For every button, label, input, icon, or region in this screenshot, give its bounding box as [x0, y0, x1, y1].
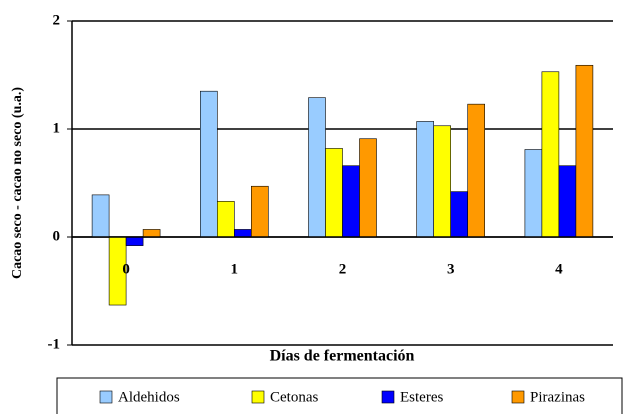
bar — [217, 201, 235, 238]
bar — [416, 121, 435, 238]
x-tick-label: 0 — [122, 261, 130, 277]
bar — [200, 90, 218, 238]
x-tick-label: 2 — [339, 261, 347, 277]
x-tick-label: 3 — [447, 261, 455, 277]
legend-swatch — [511, 390, 525, 404]
bar — [125, 236, 144, 246]
y-tick-label: 0 — [53, 228, 61, 244]
legend-label: Aldehidos — [118, 389, 180, 405]
bar — [342, 165, 360, 238]
bar — [575, 64, 594, 238]
bar — [450, 191, 469, 238]
legend-label: Cetonas — [270, 389, 318, 405]
legend-label: Pirazinas — [530, 389, 585, 405]
bar — [91, 194, 110, 238]
bar — [142, 229, 161, 238]
bar — [359, 138, 377, 238]
bar — [234, 229, 252, 238]
bar — [433, 125, 452, 238]
x-tick-label: 4 — [555, 261, 563, 277]
bar — [558, 165, 577, 238]
legend-swatch — [99, 390, 113, 404]
y-tick-label: -1 — [48, 336, 61, 352]
bar — [524, 149, 543, 238]
bar — [308, 97, 326, 238]
y-axis-label: Cacao seco - cacao no seco (u.a.) — [10, 87, 25, 279]
legend-swatch — [381, 390, 395, 404]
bar — [541, 71, 560, 238]
legend-box — [56, 377, 623, 414]
legend-swatch — [251, 390, 265, 404]
x-tick-label: 1 — [231, 261, 239, 277]
bar — [325, 148, 343, 238]
y-tick-label: 1 — [53, 120, 61, 136]
y-tick-label: 2 — [53, 12, 61, 28]
legend-label: Esteres — [400, 389, 443, 405]
bar — [467, 103, 486, 238]
x-axis-label: Días de fermentación — [270, 348, 415, 365]
bar — [251, 185, 269, 238]
